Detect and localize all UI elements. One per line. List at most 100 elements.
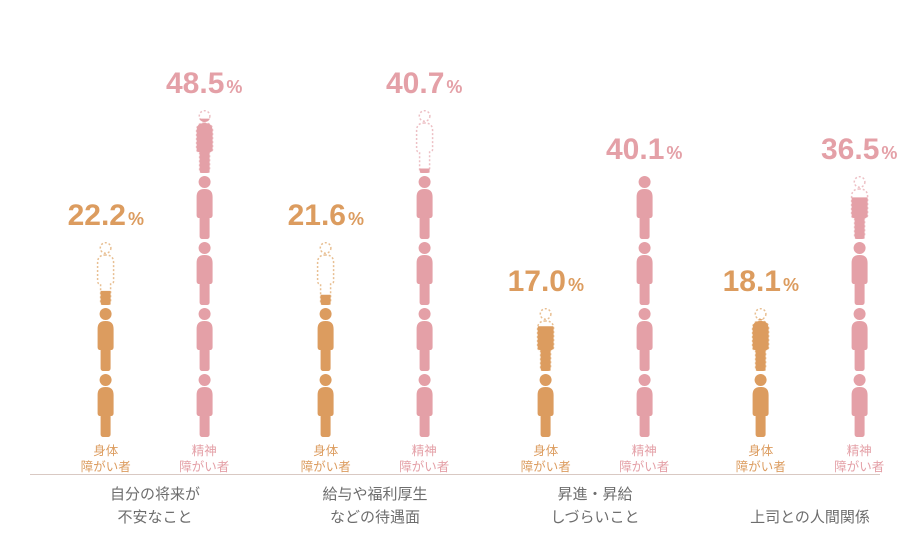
chart-group: 18.1% 身体 障がい者 36.5% 精神 障がい者 — [723, 133, 898, 476]
person-icon — [190, 175, 218, 239]
percent-symbol: % — [348, 209, 364, 229]
series-label-l1: 精神 — [847, 444, 872, 458]
series-label-l2: 障がい者 — [81, 460, 131, 474]
series-label-l2: 障がい者 — [619, 460, 669, 474]
series-column-physical: 21.6% 身体 障がい者 — [288, 199, 364, 476]
series-label-l1: 身体 — [533, 444, 558, 458]
percent-symbol: % — [568, 275, 584, 295]
series-label: 精神 障がい者 — [399, 443, 449, 476]
person-icon — [410, 175, 438, 239]
series-column-physical: 17.0% 身体 障がい者 — [508, 265, 584, 476]
person-icon — [92, 307, 120, 371]
series-label-l1: 身体 — [93, 444, 118, 458]
group-label-l1: 自分の将来が — [110, 486, 200, 503]
series-label-l2: 障がい者 — [301, 460, 351, 474]
person-icon — [532, 373, 560, 437]
percent-symbol: % — [128, 209, 144, 229]
series-label-l2: 障がい者 — [521, 460, 571, 474]
percent-number: 48.5 — [166, 67, 224, 100]
series-label-l1: 身体 — [748, 444, 773, 458]
series-label: 身体 障がい者 — [81, 443, 131, 476]
percent-value: 18.1% — [723, 265, 799, 299]
column-pair: 22.2% 身体 障がい者 48.5% 精神 障がい者 — [68, 67, 243, 476]
person-icon — [190, 307, 218, 371]
chart-group: 17.0% 身体 障がい者 40.1% 精神 障がい者 — [508, 133, 683, 476]
percent-symbol: % — [783, 275, 799, 295]
series-label-l2: 障がい者 — [736, 460, 786, 474]
series-label: 身体 障がい者 — [301, 443, 351, 476]
person-icon — [630, 373, 658, 437]
series-label-l2: 障がい者 — [834, 460, 884, 474]
person-icon — [410, 307, 438, 371]
group-label: 給与や福利厚生などの待遇面 — [322, 484, 427, 529]
icon-stack — [190, 107, 218, 437]
series-label: 精神 障がい者 — [179, 443, 229, 476]
icon-stack — [92, 239, 120, 437]
person-icon-partial — [532, 307, 560, 371]
series-column-mental: 40.7% 精神 障がい者 — [386, 67, 462, 476]
group-label-l1: 上司との人間関係 — [750, 509, 870, 526]
series-label: 身体 障がい者 — [521, 443, 571, 476]
icon-stack — [532, 305, 560, 437]
series-column-mental: 40.1% 精神 障がい者 — [606, 133, 682, 476]
percent-number: 40.7 — [386, 67, 444, 100]
person-icon — [630, 307, 658, 371]
percent-value: 40.7% — [386, 67, 462, 101]
icon-stack — [410, 107, 438, 437]
series-label-l2: 障がい者 — [179, 460, 229, 474]
icon-stack — [845, 173, 873, 437]
person-icon — [312, 307, 340, 371]
person-icon — [312, 373, 340, 437]
percent-value: 17.0% — [508, 265, 584, 299]
person-icon — [845, 373, 873, 437]
percent-symbol: % — [226, 77, 242, 97]
group-label: 自分の将来が不安なこと — [110, 484, 200, 529]
group-label-l1: 給与や福利厚生 — [322, 486, 427, 503]
group-label-l2: 不安なこと — [117, 509, 192, 526]
icon-stack — [747, 305, 775, 437]
series-label: 身体 障がい者 — [736, 443, 786, 476]
group-label: 上司との人間関係 — [750, 507, 870, 530]
person-icon — [92, 373, 120, 437]
series-label-l1: 身体 — [313, 444, 338, 458]
column-pair: 17.0% 身体 障がい者 40.1% 精神 障がい者 — [508, 133, 683, 476]
percent-value: 48.5% — [166, 67, 242, 101]
person-icon — [630, 175, 658, 239]
percent-number: 17.0 — [508, 265, 566, 298]
person-icon-partial — [312, 241, 340, 305]
group-label-l2: などの待遇面 — [330, 509, 420, 526]
percent-number: 18.1 — [723, 265, 781, 298]
percent-symbol: % — [446, 77, 462, 97]
person-icon — [845, 307, 873, 371]
series-label-l1: 精神 — [412, 444, 437, 458]
person-icon-partial — [747, 307, 775, 371]
series-column-physical: 18.1% 身体 障がい者 — [723, 265, 799, 476]
person-icon-partial — [845, 175, 873, 239]
percent-number: 21.6 — [288, 199, 346, 232]
person-icon — [747, 373, 775, 437]
column-pair: 18.1% 身体 障がい者 36.5% 精神 障がい者 — [723, 133, 898, 476]
series-label: 精神 障がい者 — [619, 443, 669, 476]
group-label-l2: しづらいこと — [550, 509, 639, 526]
series-column-mental: 48.5% 精神 障がい者 — [166, 67, 242, 476]
percent-number: 22.2 — [68, 199, 126, 232]
percent-value: 21.6% — [288, 199, 364, 233]
series-label-l2: 障がい者 — [399, 460, 449, 474]
person-icon — [410, 241, 438, 305]
person-icon — [630, 241, 658, 305]
group-label-l1: 昇進・昇給 — [557, 486, 632, 503]
icon-stack — [630, 173, 658, 437]
group-label: 昇進・昇給しづらいこと — [550, 484, 639, 529]
series-column-physical: 22.2% 身体 障がい者 — [68, 199, 144, 476]
person-icon — [190, 241, 218, 305]
person-icon — [845, 241, 873, 305]
icon-stack — [312, 239, 340, 437]
percent-value: 40.1% — [606, 133, 682, 167]
series-label: 精神 障がい者 — [834, 443, 884, 476]
series-label-l1: 精神 — [632, 444, 657, 458]
percent-number: 36.5 — [821, 133, 879, 166]
chart-group: 21.6% 身体 障がい者 40.7% 精神 障がい者 — [288, 67, 463, 476]
chart-group: 22.2% 身体 障がい者 48.5% 精神 障がい者 — [68, 67, 243, 476]
percent-value: 36.5% — [821, 133, 897, 167]
series-label-l1: 精神 — [192, 444, 217, 458]
